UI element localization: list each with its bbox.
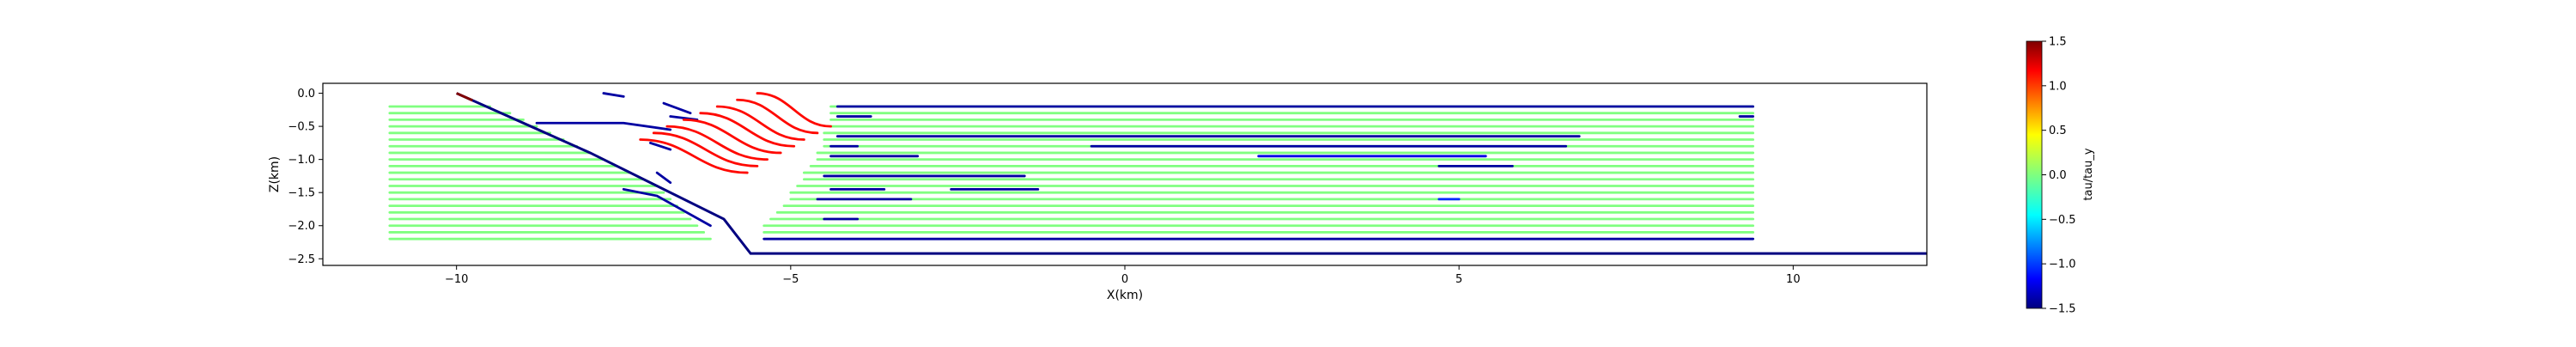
fault-parallel-segment [655,171,672,185]
colorbar-tick-label: −1.5 [2049,303,2076,316]
fault-parallel-segment [622,187,712,228]
x-tick-label: 10 [1786,273,1801,286]
colorbar-tick-label: 1.0 [2049,80,2067,93]
ramp-curve [682,119,782,155]
y-tick-label: 0.0 [297,88,315,100]
ramp-curve [652,131,759,167]
x-tick-label: 0 [1121,273,1128,286]
x-tick-label: 5 [1455,273,1462,286]
y-tick-label: −1.0 [288,154,315,167]
y-tick-label: −0.5 [288,121,315,134]
fault-line [456,92,1927,255]
ramp-curve [699,112,796,148]
ramp-curve [665,125,769,161]
fault-parallel-segment [535,121,672,131]
colorbar-label: tau/tau_y [2082,148,2095,200]
colorbar-ticks: 1.5 1.0 0.5 0.0 −0.5 −1.0 −1.5 [2042,36,2076,316]
y-tick-label: −2.0 [288,220,315,233]
y-tick-label: −2.5 [288,253,315,266]
plot-area [388,92,1927,255]
colorbar-tick-label: −1.0 [2049,259,2076,271]
fault-parallel-segment [662,101,692,115]
x-tick-label: −10 [445,273,468,286]
fault-tip [456,92,473,102]
x-axis-label: X(km) [1107,289,1143,302]
fault-parallel-segment [648,141,672,151]
y-axis-label: Z(km) [268,156,282,192]
y-tick-label: −1.5 [288,187,315,200]
ramp-curve [736,98,819,135]
colorbar-tick-label: 1.5 [2049,36,2067,49]
ramp-curve [639,138,749,174]
colorbar [2026,40,2043,309]
axes: −10 −5 0 5 10 0.0 −0.5 −1.0 −1.5 −2.0 −2.5 [288,88,1800,286]
colorbar-tick-label: 0.5 [2049,125,2067,137]
ramp-curve [756,92,832,128]
fault-parallel-segment [602,92,625,98]
x-tick-label: −5 [782,273,799,286]
colorbar-tick-label: −0.5 [2049,214,2076,227]
colorbar-tick-label: 0.0 [2049,169,2067,182]
ramp-curve [715,105,805,141]
